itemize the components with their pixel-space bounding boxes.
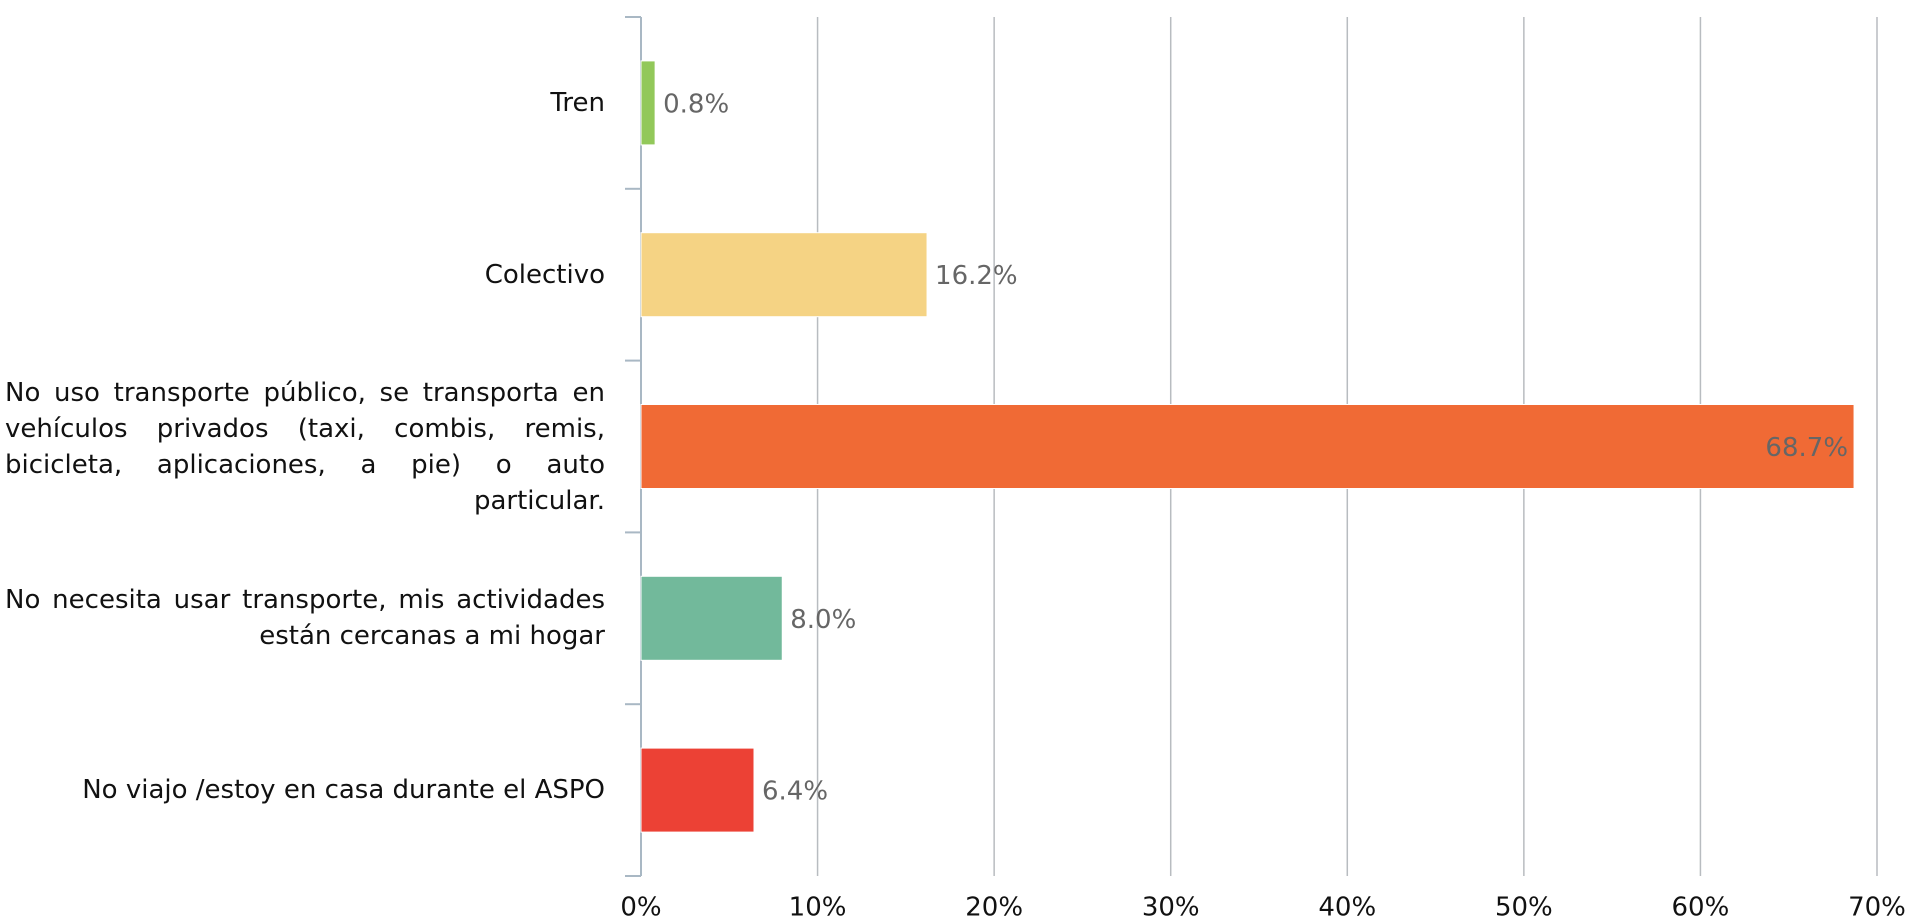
x-tick-label: 30% (1142, 893, 1200, 922)
x-tick-label: 70% (1848, 893, 1906, 922)
bar (640, 404, 1855, 489)
x-tick-label: 50% (1495, 893, 1553, 922)
x-tick-label: 10% (789, 893, 847, 922)
bar (640, 575, 783, 661)
y-tick-label: No uso transporte público, se transporta… (5, 377, 605, 516)
value-label: 16.2% (935, 261, 1018, 291)
bar (640, 747, 755, 833)
y-tick-label: No necesita usar transporte, mis activid… (5, 585, 605, 652)
value-label: 6.4% (762, 777, 828, 807)
x-tick-label: 20% (965, 893, 1023, 922)
bar (640, 60, 656, 146)
x-tick-label: 0% (620, 893, 661, 922)
y-tick-label: Colectivo (484, 259, 605, 290)
value-label: 68.7% (1765, 433, 1848, 463)
x-tick-label: 40% (1318, 893, 1376, 922)
value-label: 0.8% (663, 89, 729, 119)
value-label: 8.0% (790, 605, 856, 635)
x-tick-label: 60% (1672, 893, 1730, 922)
y-tick-label: Tren (550, 87, 605, 118)
bar (640, 232, 928, 318)
y-tick-label: No viajo /estoy en casa durante el ASPO (82, 775, 605, 806)
